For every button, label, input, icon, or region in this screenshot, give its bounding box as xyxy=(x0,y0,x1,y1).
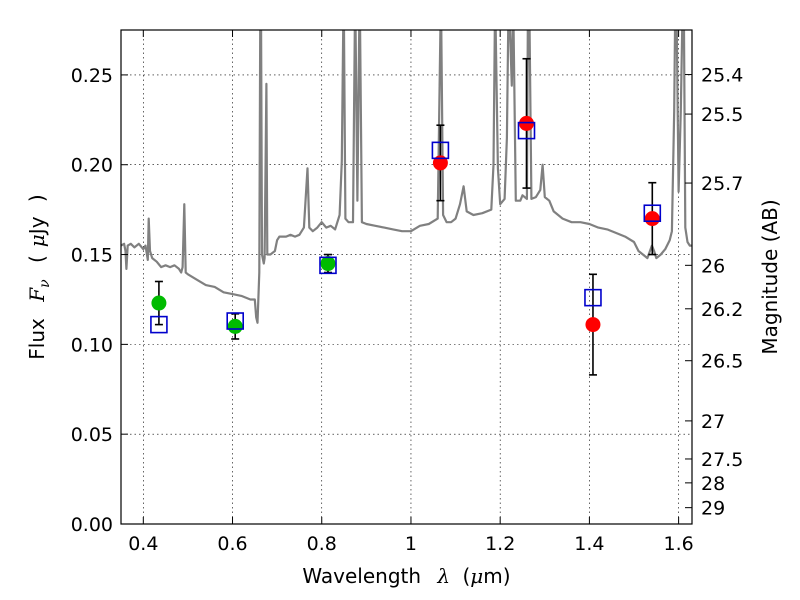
data-point xyxy=(518,115,534,131)
y2-tick-label: 25.5 xyxy=(701,104,743,126)
model-photometry-square xyxy=(643,204,662,223)
model-photometry-square xyxy=(226,312,244,330)
data-point xyxy=(644,211,660,227)
y-axis-label-unit-rest: Jy xyxy=(25,216,49,236)
x-axis-label: Wavelength λ (μm) xyxy=(302,564,510,588)
model-photometry-square xyxy=(431,141,450,160)
y2-tick-label: 29 xyxy=(701,498,725,520)
model-photometry-square xyxy=(584,288,602,307)
model-photometry-square xyxy=(150,315,168,334)
data-point xyxy=(320,256,336,272)
y2-tick-label: 25.4 xyxy=(701,65,743,87)
data-point xyxy=(151,295,167,311)
axis-ticks: 0.4 0.6 0.8 1 1.2 1.4 1.6 0.00 0.05 0.10 0.15 0.20 0… xyxy=(71,30,743,555)
x-axis-label-symbol: λ xyxy=(436,564,450,588)
y-axis-label-unit-mu: μ xyxy=(25,234,49,247)
x-tick-label: 1 xyxy=(405,533,417,555)
y-tick-label: 0.25 xyxy=(71,65,113,87)
y-tick-label: 0.05 xyxy=(71,424,113,446)
y-axis-label-symbol: F xyxy=(25,287,49,303)
x-tick-label: 1.6 xyxy=(664,533,694,555)
y2-tick-label: 28 xyxy=(701,473,725,495)
plot-frame xyxy=(120,29,693,525)
grid-lines xyxy=(121,30,692,525)
y2-tick-label: 26.5 xyxy=(701,351,743,373)
x-axis-label-text: Wavelength xyxy=(302,564,421,588)
data-point xyxy=(432,155,448,171)
y-axis-label: Flux Fν ( μJy ) xyxy=(25,194,54,359)
model-photometry-square xyxy=(517,121,536,140)
data-point xyxy=(227,318,243,334)
y-axis-label-unit-open: ( xyxy=(25,255,49,263)
y2-tick-label: 27 xyxy=(701,411,725,433)
x-tick-label: 0.6 xyxy=(217,533,247,555)
x-tick-label: 0.4 xyxy=(128,533,158,555)
data-point xyxy=(585,317,601,333)
x-tick-label: 1.2 xyxy=(485,533,515,555)
y-tick-label: 0.15 xyxy=(71,245,113,267)
y-axis-label-prefix: Flux xyxy=(25,318,49,360)
x-tick-label: 1.4 xyxy=(574,533,604,555)
y2-tick-label: 26.2 xyxy=(701,299,743,321)
y-tick-label: 0.20 xyxy=(71,155,113,177)
model-spectrum xyxy=(121,30,692,324)
model-photometry-square xyxy=(319,256,337,275)
x-tick-label: 0.8 xyxy=(307,533,337,555)
y2-axis-label: Magnitude (AB) xyxy=(758,199,782,354)
y2-tick-label: 26 xyxy=(701,255,725,277)
data-points xyxy=(150,57,662,376)
model-spectrum-line xyxy=(121,30,692,324)
x-axis-label-unit-rest: m) xyxy=(483,564,510,588)
y2-tick-label: 27.5 xyxy=(701,449,743,471)
x-axis-label-unit-open: ( xyxy=(462,564,470,588)
y2-tick-label: 25.7 xyxy=(701,173,743,195)
x-axis-label-unit-mu: μ xyxy=(470,564,483,588)
y-tick-label: 0.00 xyxy=(71,514,113,536)
y-axis-label-close: ) xyxy=(25,194,49,202)
y-tick-label: 0.10 xyxy=(71,334,113,356)
y-axis-label-subscript: ν xyxy=(37,279,53,288)
